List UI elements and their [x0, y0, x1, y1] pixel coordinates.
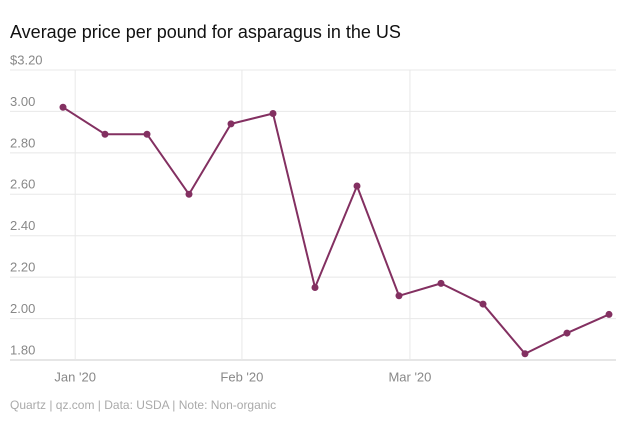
- data-point: [101, 130, 109, 138]
- y-tick-label: 1.80: [10, 342, 35, 357]
- data-point: [437, 279, 445, 287]
- data-point: [311, 284, 319, 291]
- x-tick-label: Mar '20: [388, 369, 431, 384]
- data-point: [353, 182, 361, 190]
- data-point: [227, 120, 235, 128]
- data-point: [185, 190, 193, 198]
- data-point: [563, 329, 571, 337]
- y-tick-label: $3.20: [10, 52, 43, 67]
- y-tick-label: 2.80: [10, 135, 35, 150]
- source-note: Quartz | qz.com | Data: USDA | Note: Non…: [10, 398, 276, 412]
- data-point: [479, 300, 487, 308]
- y-tick-label: 2.60: [10, 177, 35, 192]
- data-point: [269, 110, 277, 117]
- y-tick-label: 2.40: [10, 218, 35, 233]
- chart-title: Average price per pound for asparagus in…: [10, 22, 401, 42]
- data-point: [395, 292, 403, 300]
- y-tick-label: 3.00: [10, 94, 35, 109]
- y-tick-label: 2.00: [10, 301, 35, 316]
- data-point: [143, 130, 151, 138]
- data-point: [605, 310, 613, 318]
- data-point: [521, 350, 529, 358]
- x-tick-label: Jan '20: [54, 369, 96, 384]
- y-tick-label: 2.20: [10, 260, 35, 275]
- series-line: [62, 106, 610, 355]
- x-tick-label: Feb '20: [220, 369, 263, 384]
- data-point: [59, 103, 67, 111]
